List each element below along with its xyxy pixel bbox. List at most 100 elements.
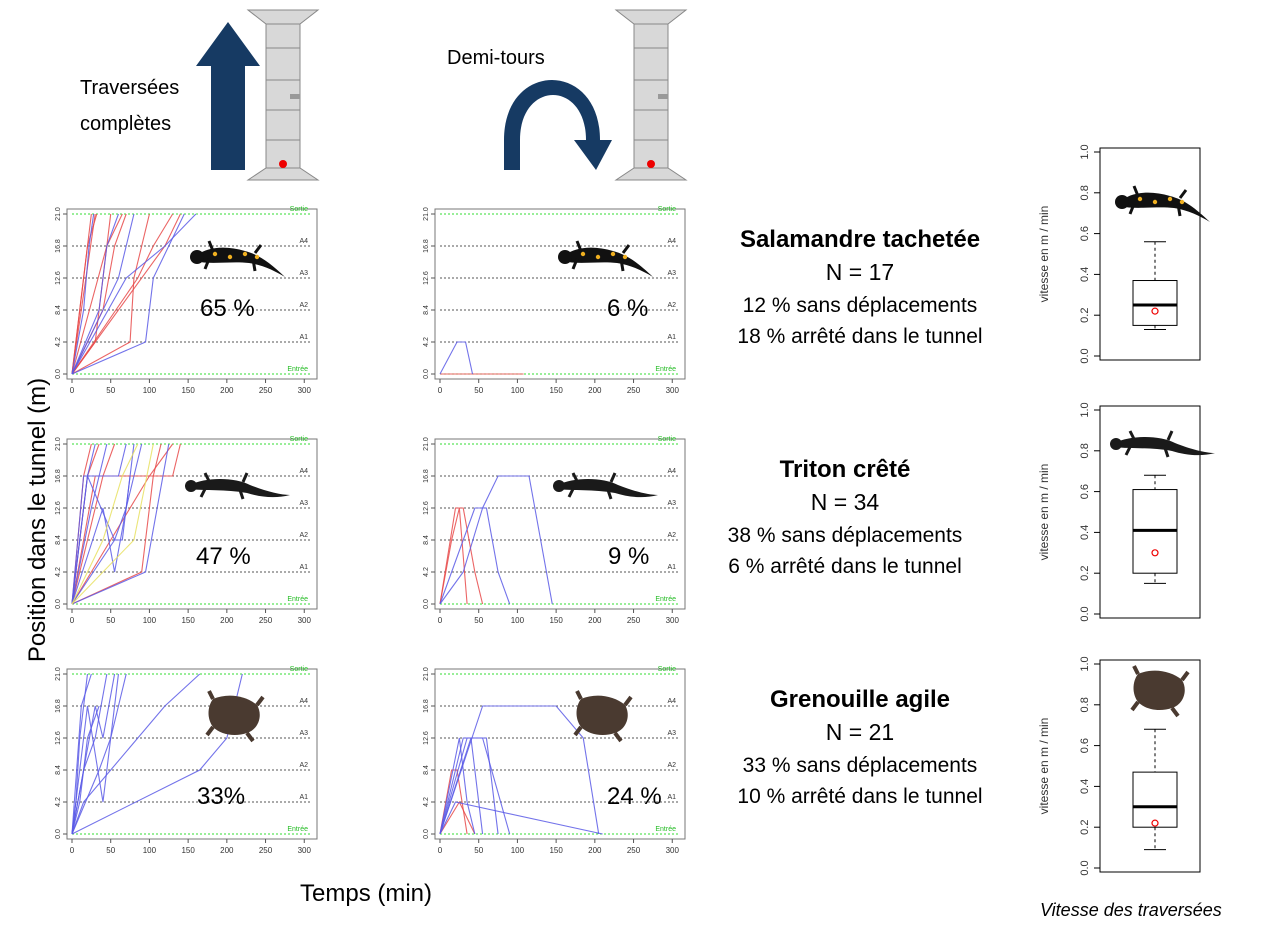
trajectory-line [71,213,119,375]
y-tick-label: 21.0 [55,667,62,681]
tunnel-icon [614,9,688,181]
y-tick-label: 21.0 [423,207,430,221]
complete-label-line1: Traversées [80,77,180,99]
species-stopped: 18 % arrêté dans le tunnel [737,325,983,348]
trajectory-line [439,737,476,835]
y-tick-label: 8.4 [55,305,62,315]
boxplot-newt: vitesse en m / min 0.0 0.2 0.4 0.6 0.8 1.0 [1037,402,1215,622]
species-no-move: 12 % sans déplacements [742,294,978,317]
plot-newt-complete: Sortie A4 A3 A2 A1 Entrée 0 50 100 150 200 250 300 0.… [55,436,318,625]
frog-icon [1130,665,1190,718]
x-tick-label: 200 [220,846,234,855]
box-y-tick-label: 1.0 [1079,656,1091,671]
box-y-tick-label: 0.8 [1079,185,1091,200]
trajectory-line [71,443,143,605]
x-tick-label: 200 [588,616,602,625]
trajectory-line [71,673,119,835]
trajectory-line [439,800,476,835]
x-tick-label: 250 [627,846,641,855]
uturn-arrow-icon [504,80,612,170]
level-label-a2: A2 [667,302,676,309]
level-label-exit: Sortie [290,206,308,213]
box-y-tick-label: 1.0 [1079,144,1091,159]
mean-marker [1151,819,1159,827]
frog-icon [205,690,265,743]
x-tick-label: 300 [666,386,680,395]
x-tick-label: 200 [588,846,602,855]
y-tick-label: 16.8 [423,239,430,253]
species-n: N = 21 [825,719,895,745]
x-tick-label: 100 [143,846,157,855]
x-tick-label: 0 [70,386,75,395]
plot-newt-uturn: Sortie A4 A3 A2 A1 Entrée 0 50 100 150 200 250 300 0.… [423,436,686,625]
box-y-tick-label: 0.4 [1079,525,1091,540]
x-tick-label: 100 [511,846,525,855]
box-y-tick-label: 0.2 [1079,820,1091,835]
y-tick-label: 21.0 [423,437,430,451]
uturn-label: Demi-tours [447,47,545,69]
y-tick-label: 21.0 [423,667,430,681]
trajectory-line [71,673,201,835]
x-tick-label: 150 [549,846,563,855]
box-y-tick-label: 0.4 [1079,267,1091,282]
trajectory-line [439,705,600,835]
complete-label-line2: complètes [80,113,172,135]
x-tick-label: 150 [181,616,195,625]
y-tick-label: 4.2 [55,797,62,807]
level-label-entry: Entrée [655,366,676,373]
level-label-entry: Entrée [655,826,676,833]
box-frame [1099,147,1201,361]
trajectory-line [71,213,150,375]
box-y-title: vitesse en m / min [1037,464,1051,561]
level-label-a2: A2 [667,532,676,539]
box-y-tick-label: 0.0 [1079,860,1091,875]
level-label-exit: Sortie [658,436,676,443]
pct-complete-salamander: 65 % [200,295,255,322]
level-label-a4: A4 [299,698,308,705]
y-tick-label: 0.0 [423,599,430,609]
x-tick-label: 100 [511,386,525,395]
level-label-exit: Sortie [290,666,308,673]
species-name: Salamandre tachetée [739,226,981,253]
box-y-tick-label: 1.0 [1079,402,1091,417]
box-y-tick-label: 0.6 [1079,226,1091,241]
level-label-entry: Entrée [287,366,308,373]
plot-frame [434,668,686,840]
level-label-a4: A4 [299,238,308,245]
plot-salamander-complete: Sortie A4 A3 A2 A1 Entrée 0 50 100 150 200 250 300 0.… [55,206,318,395]
x-tick-label: 150 [181,846,195,855]
y-tick-label: 12.6 [423,271,430,285]
y-tick-label: 16.8 [55,469,62,483]
species-info-frog: Grenouille agile N = 21 33 % sans déplac… [700,686,1020,812]
trajectory-line [71,443,139,605]
trajectory-line [439,341,474,375]
newt-icon [553,472,658,500]
y-tick-label: 0.0 [55,829,62,839]
iqr-box [1132,771,1178,828]
level-label-a3: A3 [667,730,676,737]
trajectory-line [439,507,468,605]
level-label-a4: A4 [299,468,308,475]
level-label-exit: Sortie [658,666,676,673]
trajectory-line [439,801,603,835]
boxplot-salamander: vitesse en m / min 0.0 0.2 0.4 0.6 0.8 1.0 [1037,144,1210,364]
pct-complete-frog: 33% [197,783,246,810]
box-y-title: vitesse en m / min [1037,718,1051,815]
x-tick-label: 250 [627,616,641,625]
species-info-newt: Triton crêté N = 34 38 % sans déplacemen… [685,456,1005,582]
level-label-a3: A3 [667,270,676,277]
salamander-icon [190,240,285,277]
x-tick-label: 50 [106,846,115,855]
pct-complete-newt: 47 % [196,543,251,570]
y-tick-label: 8.4 [55,535,62,545]
x-tick-label: 200 [220,616,234,625]
box-y-tick-label: 0.8 [1079,443,1091,458]
x-tick-label: 0 [438,386,443,395]
species-no-move: 38 % sans déplacements [727,524,963,547]
x-tick-label: 250 [259,616,273,625]
level-label-exit: Sortie [658,206,676,213]
y-tick-label: 16.8 [55,239,62,253]
trajectory-line [439,507,484,605]
trajectory-line [71,443,162,605]
x-tick-label: 200 [220,386,234,395]
